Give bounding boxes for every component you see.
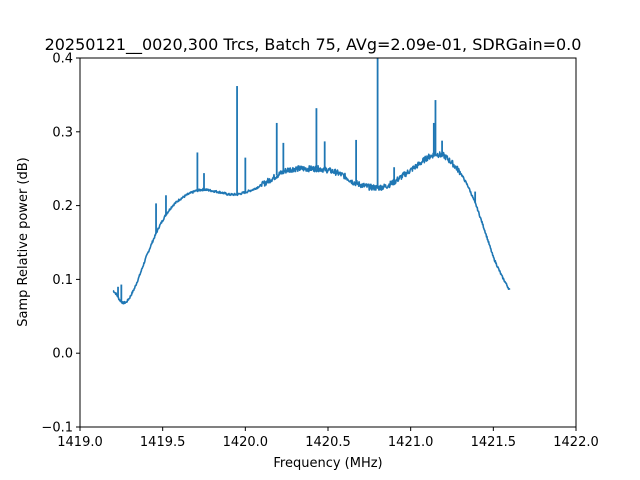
chart-title: 20250121__0020,300 Trcs, Batch 75, AVg=2… <box>45 35 582 55</box>
x-tick-label: 1421.5 <box>471 435 517 450</box>
y-tick-label: 0.2 <box>52 199 73 214</box>
axes-frame <box>79 57 577 428</box>
x-tick-label: 1422.0 <box>553 435 599 450</box>
x-tick-label: 1420.0 <box>223 435 269 450</box>
x-axis-label: Frequency (MHz) <box>273 456 382 471</box>
x-tick-label: 1420.5 <box>305 435 351 450</box>
y-axis-ticks: −0.1 0.0 0.1 0.2 0.3 0.4 <box>41 52 80 436</box>
y-tick-label: −0.1 <box>41 421 73 436</box>
y-tick-label: 0.1 <box>52 273 73 288</box>
y-tick-label: 0.4 <box>52 52 73 67</box>
x-tick-label: 1419.5 <box>140 435 186 450</box>
y-tick-label: 0.0 <box>52 347 73 362</box>
y-axis-label: Samp Relative power (dB) <box>16 157 31 326</box>
y-tick-label: 0.3 <box>52 125 73 140</box>
x-tick-label: 1421.0 <box>388 435 434 450</box>
x-tick-label: 1419.0 <box>57 435 103 450</box>
plot-area <box>112 58 511 305</box>
series-line <box>112 151 511 305</box>
x-axis-ticks: 1419.0 1419.5 1420.0 1420.5 1421.0 1421.5 1422… <box>57 427 599 450</box>
